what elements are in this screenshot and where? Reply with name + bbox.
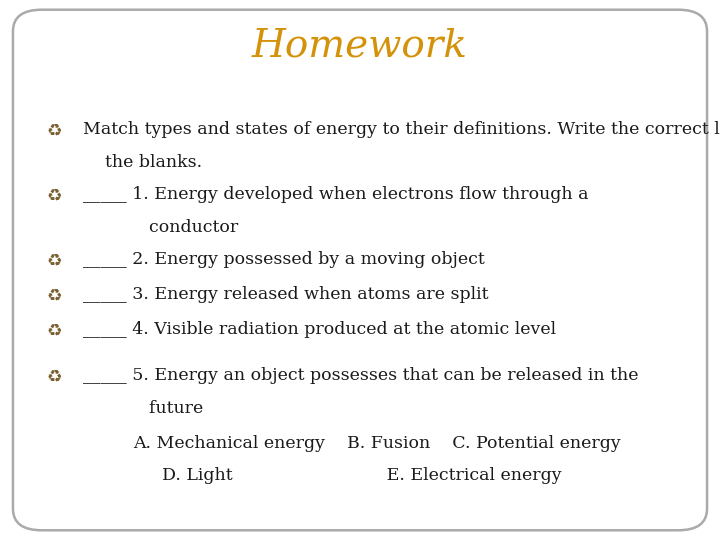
Text: _____ 5. Energy an object possesses that can be released in the: _____ 5. Energy an object possesses that… (83, 367, 639, 384)
Text: ♻: ♻ (46, 122, 62, 139)
Text: _____ 3. Energy released when atoms are split: _____ 3. Energy released when atoms are … (83, 286, 488, 303)
FancyBboxPatch shape (13, 10, 707, 530)
Text: ♻: ♻ (46, 286, 62, 304)
Text: _____ 1. Energy developed when electrons flow through a: _____ 1. Energy developed when electrons… (83, 186, 588, 203)
Text: Match types and states of energy to their definitions. Write the correct letters: Match types and states of energy to thei… (83, 122, 720, 138)
Text: A. Mechanical energy    B. Fusion    C. Potential energy: A. Mechanical energy B. Fusion C. Potent… (133, 435, 621, 451)
Text: the blanks.: the blanks. (83, 154, 202, 171)
Text: conductor: conductor (83, 219, 238, 235)
Text: ♻: ♻ (46, 251, 62, 269)
Text: future: future (83, 400, 203, 416)
Text: ♻: ♻ (46, 321, 62, 339)
Text: ♻: ♻ (46, 186, 62, 204)
Text: _____ 4. Visible radiation produced at the atomic level: _____ 4. Visible radiation produced at t… (83, 321, 556, 338)
Text: Homework: Homework (252, 28, 468, 64)
Text: _____ 2. Energy possessed by a moving object: _____ 2. Energy possessed by a moving ob… (83, 251, 485, 268)
Text: ♻: ♻ (46, 367, 62, 385)
Text: D. Light                            E. Electrical energy: D. Light E. Electrical energy (162, 467, 562, 484)
